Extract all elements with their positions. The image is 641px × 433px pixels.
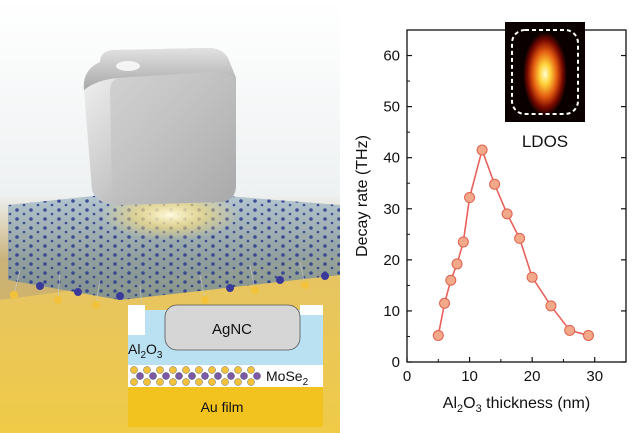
data-point xyxy=(439,297,451,309)
y-axis-label: Decay rate (THz) xyxy=(354,135,371,257)
ldos-hotspot xyxy=(523,32,567,116)
y-tick-label: 20 xyxy=(383,252,400,269)
data-point xyxy=(526,271,538,283)
x-tick-label: 20 xyxy=(524,368,541,385)
data-point xyxy=(457,236,469,248)
data-point xyxy=(451,258,463,270)
y-tick-label: 50 xyxy=(383,99,400,116)
data-point xyxy=(464,192,476,204)
au-film-label: Au film xyxy=(201,399,244,415)
inset-mose2-layer xyxy=(128,365,323,387)
atom-lattice xyxy=(8,190,340,300)
data-point xyxy=(545,300,557,312)
inset-au-film xyxy=(128,387,323,427)
data-point xyxy=(564,324,576,336)
ldos-cube-outline xyxy=(511,29,579,115)
data-point xyxy=(489,178,501,190)
y-tick-label: 0 xyxy=(392,354,400,371)
x-axis-label: Al2O3 thickness (nm) xyxy=(443,395,590,415)
x-tick-label: 0 xyxy=(403,368,411,385)
data-point xyxy=(582,329,594,341)
cross-section-inset: AgNC Al2O3 MoSe2 Au film xyxy=(128,304,323,427)
inset-agnc xyxy=(164,304,301,351)
x-tick-label: 30 xyxy=(586,368,603,385)
schematic-illustration: AgNC Al2O3 MoSe2 Au film xyxy=(0,0,340,433)
data-point xyxy=(476,144,488,156)
ldos-label: LDOS xyxy=(522,132,568,151)
data-point xyxy=(501,208,513,220)
agnc-label: AgNC xyxy=(212,321,252,338)
y-tick-label: 30 xyxy=(383,201,400,218)
data-point xyxy=(514,232,526,244)
al2o3-label: Al2O3 xyxy=(128,341,163,361)
mose2-label: MoSe2 xyxy=(266,368,309,388)
silver-nanocube xyxy=(83,48,236,205)
hanging-atoms xyxy=(10,261,329,311)
inset-mose2-atoms xyxy=(130,366,261,386)
y-tick-label: 10 xyxy=(383,303,400,320)
decay-rate-chart: 0 10 20 30 40 50 60 0 10 20 30 Decay rate (THz) Al2O… xyxy=(354,22,627,415)
data-point xyxy=(432,329,444,341)
x-tick-label: 10 xyxy=(461,368,478,385)
data-point xyxy=(445,274,457,286)
y-tick-label: 60 xyxy=(383,48,400,65)
ldos-inset: LDOS xyxy=(505,22,585,151)
y-tick-label: 40 xyxy=(383,150,400,167)
